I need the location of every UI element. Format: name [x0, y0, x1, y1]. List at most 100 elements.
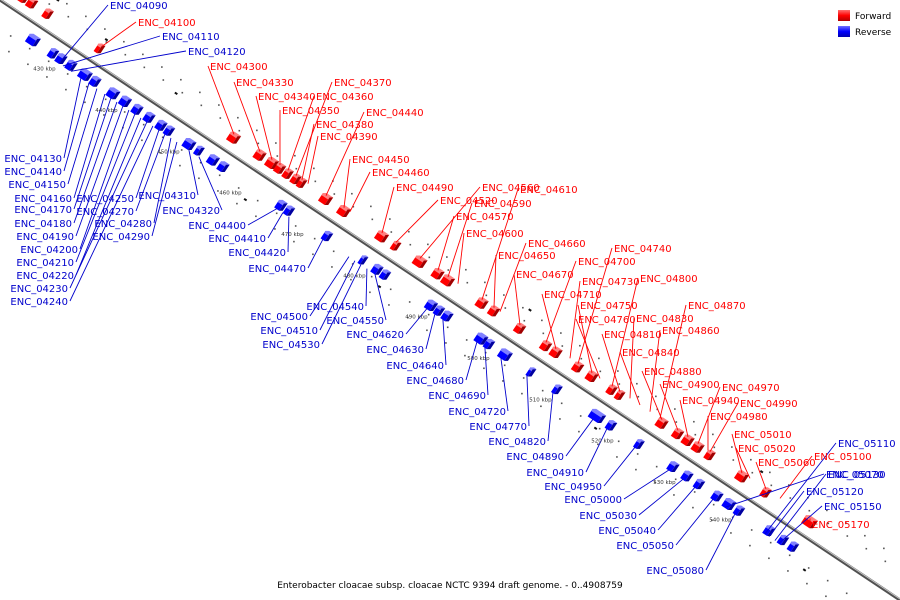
tick-dot: [522, 377, 525, 379]
tick-dot: [883, 547, 885, 550]
leader-line: [73, 101, 118, 224]
tick-dot: [884, 560, 887, 563]
tick-dot: [599, 370, 602, 373]
gene-label: ENC_04680: [406, 376, 464, 387]
tick-dot: [561, 345, 564, 347]
tick-dot: [598, 357, 600, 360]
reverse-gene: [130, 103, 144, 115]
tick-dot: [655, 465, 658, 468]
tick-dot: [47, 60, 50, 63]
tick-dot: [180, 149, 183, 151]
tick-dot: [407, 316, 409, 319]
gene-label: ENC_04710: [544, 290, 602, 301]
leader-line: [405, 308, 428, 335]
tick-mark: [593, 426, 598, 430]
tick-dot: [788, 484, 790, 486]
leader-line: [465, 341, 478, 381]
tick-dot: [579, 344, 581, 347]
gene-label: ENC_04350: [282, 106, 340, 117]
tick-mark: [377, 284, 382, 289]
tick-dot: [123, 111, 126, 113]
tick-dot: [693, 420, 695, 423]
tick-dot: [351, 192, 353, 195]
kbp-scale: 430 kbp 440 kbp 450 kbp 460 kbp 470 kbp 480 k…: [33, 67, 732, 524]
kbp-label: 440 kbp: [95, 108, 118, 114]
tick-dot: [9, 35, 12, 37]
leader-line: [484, 347, 489, 396]
gene-label: ENC_04120: [188, 47, 246, 58]
tick-dot: [559, 418, 561, 420]
leader-line: [267, 212, 284, 239]
tick-dot: [502, 380, 504, 382]
reverse-gene: [482, 338, 496, 350]
leader-line: [675, 499, 714, 546]
tick-dot: [504, 307, 507, 309]
leader-line: [343, 158, 351, 208]
leader-line: [577, 247, 613, 364]
gene-label: ENC_04400: [188, 221, 246, 232]
leader-line: [63, 83, 90, 172]
tick-dot: [408, 301, 411, 303]
gene-label: ENC_04420: [228, 248, 286, 259]
tick-dot: [616, 456, 618, 458]
tick-dot: [751, 471, 754, 474]
gene-label: ENC_04610: [520, 185, 578, 196]
tick-dot: [694, 433, 697, 436]
tick-dot: [332, 250, 335, 253]
reverse-gene: [205, 154, 221, 166]
tick-dot: [446, 256, 448, 258]
tick-dot: [864, 534, 866, 537]
tick-dot: [713, 446, 716, 449]
leader-line: [247, 208, 278, 226]
tick-dot: [218, 174, 221, 177]
leader-line: [577, 304, 593, 374]
tick-dot: [808, 509, 811, 512]
tick-dot: [769, 541, 772, 544]
leader-line: [67, 88, 98, 185]
gene-label: ENC_04690: [428, 391, 486, 402]
tick-dot: [806, 582, 808, 585]
tick-dot: [693, 491, 696, 493]
tick-dot: [731, 446, 733, 448]
leader-line: [151, 141, 178, 237]
tick-dot: [732, 459, 735, 461]
reverse-gene: [666, 461, 680, 473]
tick-dot: [750, 529, 753, 531]
leader-line: [395, 199, 439, 243]
tick-dot: [617, 370, 619, 372]
tick-dot: [389, 288, 392, 291]
tick-dot: [238, 129, 241, 132]
tick-dot: [464, 354, 466, 357]
gene-label: ENC_05110: [838, 439, 896, 450]
gene-label: ENC_04600: [466, 229, 524, 240]
gene-label: ENC_04940: [682, 396, 740, 407]
gene-label: ENC_05100: [814, 452, 872, 463]
tick-dot: [389, 218, 391, 220]
tick-dot: [294, 225, 297, 227]
leader-line: [73, 97, 112, 210]
tick-dot: [769, 471, 771, 474]
tick-dot: [67, 15, 70, 18]
leader-line: [153, 137, 172, 224]
leader-line: [101, 21, 137, 47]
gene-label: ENC_05170: [812, 520, 870, 531]
leader-line: [309, 256, 350, 317]
tick-dot: [408, 230, 410, 233]
leader-line: [233, 81, 261, 152]
gene-label: ENC_04140: [4, 167, 62, 178]
forward-gene: [252, 149, 267, 161]
gene-label: ENC_04980: [710, 412, 768, 423]
gene-label: ENC_05040: [598, 526, 656, 537]
tick-dot: [180, 78, 182, 81]
forward-gene: [703, 449, 716, 461]
leader-line: [198, 156, 223, 211]
reverse-gene: [117, 95, 133, 107]
gene-label: ENC_04590: [474, 199, 532, 210]
gene-label: ENC_04330: [236, 78, 294, 89]
reverse-gene: [46, 48, 60, 59]
gene-label: ENC_05150: [824, 502, 882, 513]
tick-dot: [123, 40, 125, 43]
tick-dot: [503, 364, 506, 367]
kbp-label: 510 kbp: [529, 397, 552, 403]
tick-mark: [243, 197, 248, 202]
